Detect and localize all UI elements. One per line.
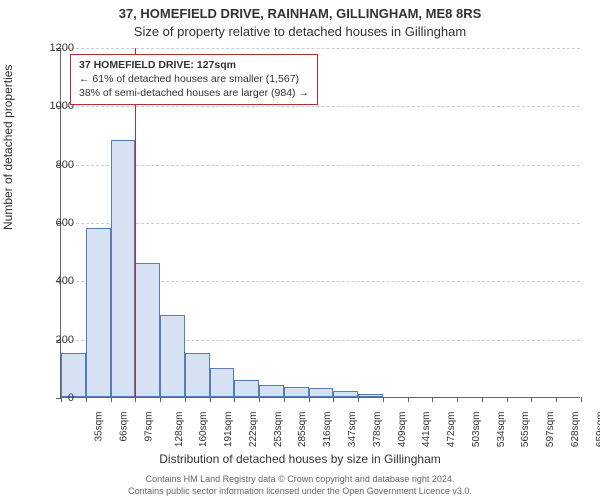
x-axis-label: Distribution of detached houses by size … (0, 452, 600, 466)
histogram-bar (309, 388, 334, 397)
gridline (61, 165, 580, 166)
histogram-bar (61, 353, 86, 397)
xtick-label: 66sqm (119, 412, 130, 442)
xtick-label: 191sqm (223, 412, 234, 448)
info-box-title: 37 HOMEFIELD DRIVE: 127sqm (79, 58, 309, 72)
ytick-label: 400 (44, 275, 74, 287)
xtick-label: 472sqm (446, 412, 457, 448)
xtick-label: 628sqm (570, 412, 581, 448)
xtick-mark (111, 397, 112, 402)
chart-title-address: 37, HOMEFIELD DRIVE, RAINHAM, GILLINGHAM… (0, 6, 600, 21)
xtick-label: 441sqm (421, 412, 432, 448)
info-box-line: 38% of semi-detached houses are larger (… (79, 86, 309, 100)
xtick-label: 347sqm (347, 412, 358, 448)
ytick-label: 600 (44, 217, 74, 229)
xtick-mark (531, 397, 532, 402)
xtick-label: 565sqm (520, 412, 531, 448)
histogram-bar (86, 228, 111, 397)
footer-copyright-1: Contains HM Land Registry data © Crown c… (0, 474, 600, 484)
xtick-mark (333, 397, 334, 402)
footer-copyright-2: Contains public sector information licen… (0, 486, 600, 496)
xtick-mark (185, 397, 186, 402)
xtick-label: 97sqm (143, 412, 154, 442)
xtick-label: 534sqm (496, 412, 507, 448)
xtick-label: 503sqm (471, 412, 482, 448)
xtick-mark (358, 397, 359, 402)
xtick-mark (457, 397, 458, 402)
histogram-bar (284, 387, 309, 397)
xtick-mark (234, 397, 235, 402)
xtick-mark (86, 397, 87, 402)
property-info-box: 37 HOMEFIELD DRIVE: 127sqm← 61% of detac… (70, 54, 318, 105)
xtick-label: 597sqm (545, 412, 556, 448)
histogram-bar (210, 368, 235, 397)
xtick-label: 128sqm (174, 412, 185, 448)
histogram-bar (111, 140, 136, 397)
info-box-line: ← 61% of detached houses are smaller (1,… (79, 72, 309, 86)
xtick-mark (556, 397, 557, 402)
gridline (61, 106, 580, 107)
xtick-mark (284, 397, 285, 402)
xtick-label: 378sqm (372, 412, 383, 448)
xtick-label: 253sqm (273, 412, 284, 448)
xtick-label: 659sqm (595, 412, 600, 448)
ytick-label: 800 (44, 159, 74, 171)
ytick-label: 1200 (44, 42, 74, 54)
chart-subtitle: Size of property relative to detached ho… (0, 24, 600, 39)
y-axis-label: Number of detached properties (1, 65, 15, 230)
histogram-bar (333, 391, 358, 397)
ytick-label: 0 (44, 392, 74, 404)
xtick-mark (432, 397, 433, 402)
histogram-bar (358, 394, 383, 397)
xtick-mark (482, 397, 483, 402)
histogram-bar (185, 353, 210, 397)
xtick-mark (309, 397, 310, 402)
xtick-label: 316sqm (322, 412, 333, 448)
xtick-mark (408, 397, 409, 402)
xtick-label: 409sqm (397, 412, 408, 448)
chart-container: 37, HOMEFIELD DRIVE, RAINHAM, GILLINGHAM… (0, 0, 600, 500)
gridline (61, 48, 580, 49)
xtick-mark (160, 397, 161, 402)
xtick-mark (383, 397, 384, 402)
histogram-bar (259, 385, 284, 397)
xtick-mark (507, 397, 508, 402)
ytick-label: 200 (44, 334, 74, 346)
histogram-bar (160, 315, 185, 397)
xtick-label: 160sqm (199, 412, 210, 448)
xtick-label: 35sqm (94, 412, 105, 442)
histogram-bar (234, 380, 259, 398)
xtick-mark (581, 397, 582, 402)
xtick-mark (259, 397, 260, 402)
xtick-label: 222sqm (248, 412, 259, 448)
xtick-label: 285sqm (298, 412, 309, 448)
gridline (61, 223, 580, 224)
xtick-mark (210, 397, 211, 402)
histogram-bar (135, 263, 160, 397)
xtick-mark (135, 397, 136, 402)
